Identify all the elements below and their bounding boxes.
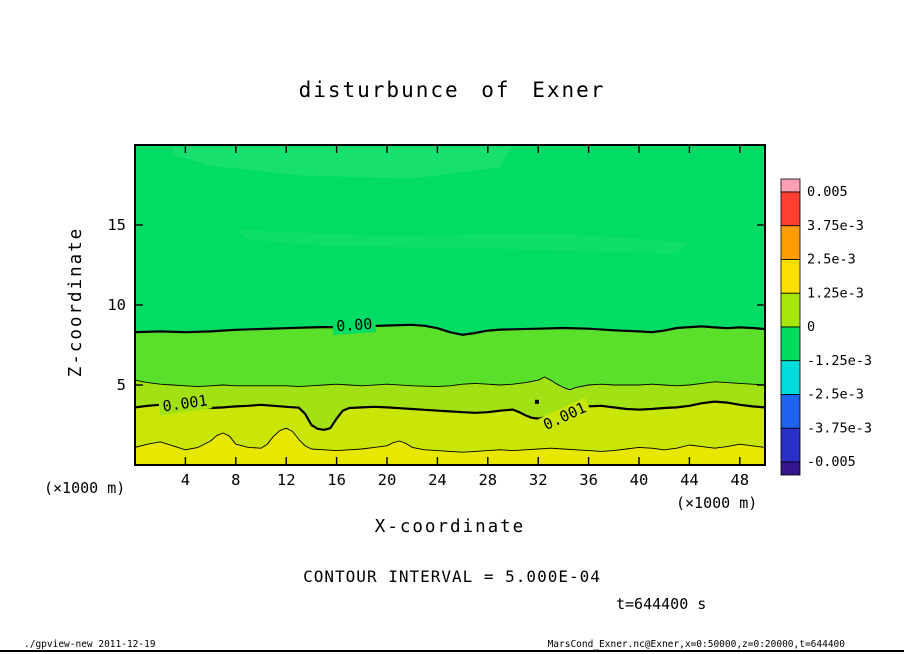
- tone-fill-layers: 0.000.001 0.001: [135, 145, 765, 465]
- contour-line-0.0015: [135, 427, 765, 453]
- x-axis-unit: (×1000 m): [676, 494, 758, 512]
- colorbar-cell: [780, 191, 801, 227]
- colorbar-label: -1.25e-3: [807, 353, 872, 369]
- x-tick-label: 36: [579, 471, 598, 489]
- colorbar-label: 3.75e-3: [807, 218, 864, 234]
- x-tick-label: 16: [327, 471, 346, 489]
- colorbar-label: 1.25e-3: [807, 285, 864, 301]
- contour-interval-note: CONTOUR INTERVAL = 5.000E-04: [303, 567, 601, 586]
- contour-line-0.0005: [135, 376, 765, 391]
- x-tick-label: 12: [277, 471, 296, 489]
- footer-file-info: MarsCond_Exner.nc@Exner,x=0:50000,z=0:20…: [547, 639, 845, 650]
- colorbar-label: 0: [807, 319, 815, 335]
- colorbar-cell: [780, 225, 801, 260]
- x-tick-label: 40: [630, 471, 649, 489]
- x-tick-label: 4: [181, 471, 190, 489]
- colorbar: 0.005 3.75e-3 2.5e-3 1.25e-3 0 -1.25e-3 -2.5e-…: [780, 178, 872, 476]
- x-axis-label: X-coordinate: [374, 517, 526, 537]
- shade-patch: [172, 145, 514, 179]
- footer-program-info: ./gpview-new 2011-12-19: [24, 639, 156, 650]
- z-tick-label: 5: [117, 376, 126, 394]
- z-axis-label: Z-coordinate: [66, 226, 86, 378]
- colorbar-cell: [780, 394, 801, 429]
- colorbar-cell: [780, 360, 801, 395]
- x-tick-label: 48: [730, 471, 749, 489]
- tone-band: [135, 428, 765, 465]
- colorbar-label: 2.5e-3: [807, 252, 856, 268]
- x-tick-label: 8: [231, 471, 240, 489]
- colorbar-cell: [780, 259, 801, 294]
- x-tick-label: 32: [529, 471, 548, 489]
- contour-line-0: [135, 323, 765, 336]
- colorbar-cell: [780, 326, 801, 362]
- colorbar-label: -3.75e-3: [807, 420, 872, 436]
- colorbar-label: -2.5e-3: [807, 387, 864, 403]
- contour-label: 0.00: [332, 315, 377, 335]
- colorbar-cell: [780, 427, 801, 463]
- x-tick-label: 28: [478, 471, 497, 489]
- x-tick-label: 24: [428, 471, 447, 489]
- contour-line-0.001: [135, 400, 765, 431]
- colorbar-label: 0.005: [807, 184, 848, 200]
- shade-patch: [235, 229, 690, 254]
- z-axis-unit: (×1000 m): [44, 479, 126, 497]
- colorbar-label: -0.005: [807, 454, 856, 470]
- z-tick-label: 10: [107, 296, 126, 314]
- plot-title: disturbunce of Exner: [298, 78, 606, 102]
- colorbar-cell: [780, 292, 801, 328]
- time-annotation: t=644400 s: [616, 595, 707, 613]
- footer-rule: [0, 650, 904, 652]
- z-tick-label: 15: [107, 216, 126, 234]
- x-tick-label: 44: [680, 471, 699, 489]
- plot-frame: [134, 144, 766, 466]
- svg-text:0.00: 0.00: [336, 315, 373, 335]
- x-tick-label: 20: [378, 471, 397, 489]
- point-marker: [534, 399, 539, 404]
